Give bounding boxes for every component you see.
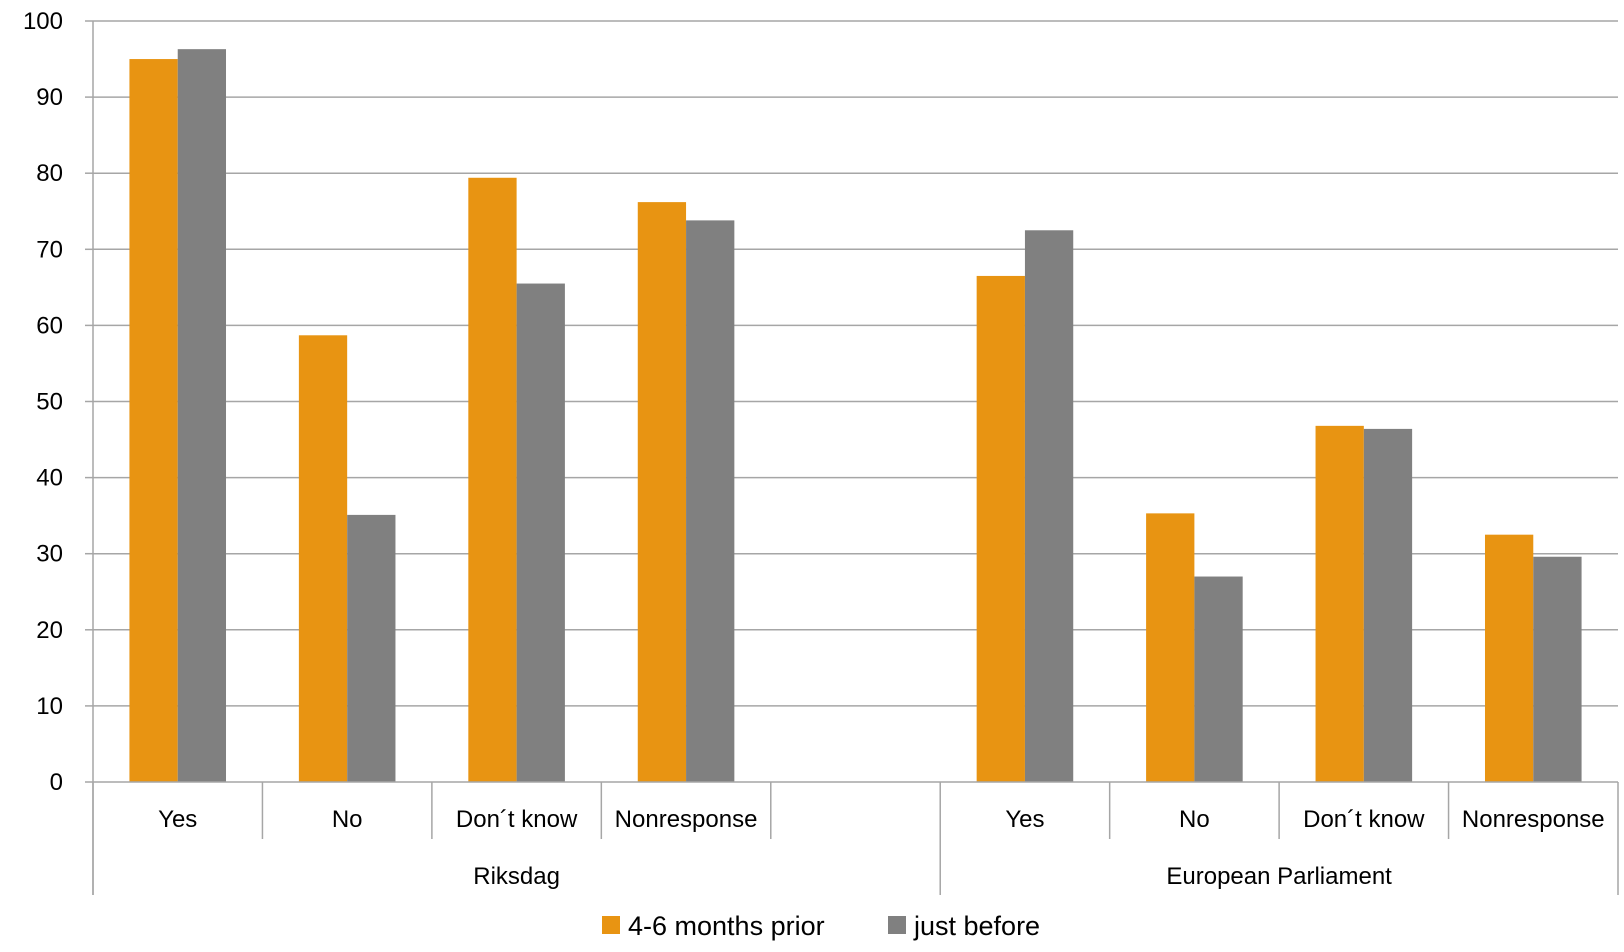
bar [686,220,735,782]
legend-label: 4-6 months prior [628,911,825,941]
bar [1194,576,1243,782]
bar [468,177,517,783]
y-tick-label: 30 [36,541,63,568]
y-tick-label: 90 [36,84,63,111]
bar [177,49,227,783]
bar [1024,230,1074,782]
bar [347,514,396,782]
bar [298,335,348,782]
group-label: European Parliament [1166,863,1392,890]
bar [1533,556,1582,782]
x-tick-label: Yes [1005,806,1044,833]
x-tick-label: Nonresponse [615,806,758,833]
bar [637,202,687,783]
bar [129,59,178,783]
legend-swatch [888,916,906,934]
legend: 4-6 months prior just before [602,911,1040,941]
y-tick-label: 50 [36,389,63,416]
x-tick-label: Don´t know [1303,806,1425,833]
bar [516,283,565,782]
x-tick-label: Nonresponse [1462,806,1605,833]
x-tick-label: Don´t know [456,806,578,833]
x-tick-label: No [1179,806,1210,833]
group-label: Riksdag [473,863,560,890]
bar [1146,513,1195,782]
y-tick-label: 0 [50,769,63,796]
y-tick-label: 70 [36,236,63,263]
y-tick-label: 10 [36,693,63,720]
legend-label: just before [913,911,1040,941]
y-tick-label: 20 [36,617,63,644]
bar [1484,534,1534,782]
y-tick-label: 60 [36,312,63,339]
bar [976,275,1025,782]
bars [129,49,1582,783]
bar [1315,425,1364,782]
x-tick-label: Yes [158,806,197,833]
x-tick-label: No [332,806,363,833]
bar [1363,428,1413,782]
y-tick-label: 80 [36,160,63,187]
axes: 0 10 20 30 40 50 60 70 80 90 100 Yes No Don´t know Non… [23,8,1619,895]
y-tick-label: 40 [36,465,63,492]
y-tick-label: 100 [23,8,63,35]
legend-swatch [602,916,620,934]
